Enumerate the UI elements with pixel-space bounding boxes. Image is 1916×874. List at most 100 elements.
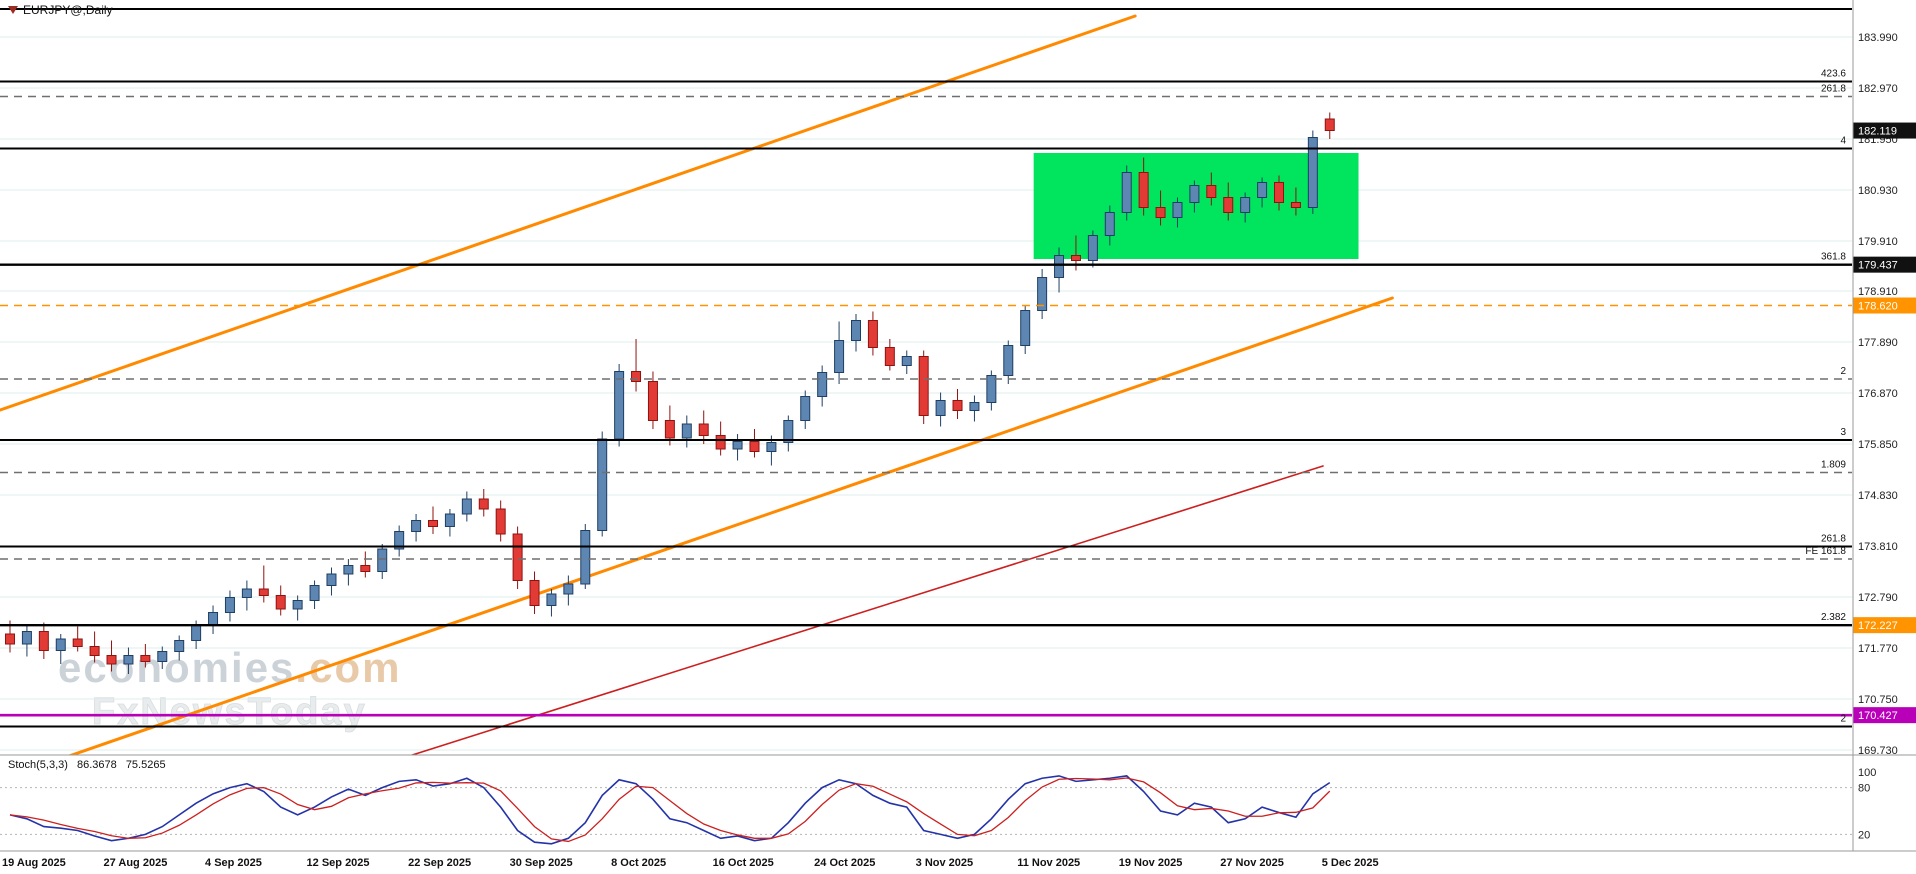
symbol-text: EURJPY@,Daily xyxy=(23,3,113,17)
candle-bull xyxy=(1189,185,1200,203)
candle-bull xyxy=(377,548,388,572)
candle-bull xyxy=(834,340,845,373)
trend-line[interactable] xyxy=(65,296,1394,758)
candle-bull xyxy=(580,530,591,585)
date-label: 27 Nov 2025 xyxy=(1220,857,1284,869)
candle-bull xyxy=(935,400,946,416)
axis-price-badge-text: 172.227 xyxy=(1858,620,1898,632)
candle-bull xyxy=(1307,137,1318,208)
candle-bear xyxy=(918,356,929,416)
time-axis[interactable] xyxy=(0,851,1916,874)
candle-bull xyxy=(174,640,185,652)
price-tick-label: 177.890 xyxy=(1858,337,1898,349)
candle-bear xyxy=(647,381,658,421)
date-label: 16 Oct 2025 xyxy=(713,857,774,869)
candle-bull xyxy=(681,423,692,439)
consolidation-box[interactable] xyxy=(1033,153,1359,259)
candle-bull xyxy=(986,375,997,403)
stoch-chart-area[interactable] xyxy=(0,757,1852,851)
candle-bull xyxy=(241,588,252,598)
symbol-title: EURJPY@,Daily xyxy=(8,3,113,17)
candle-bear xyxy=(631,371,642,382)
candle-bear xyxy=(1274,182,1284,203)
candle-bull xyxy=(1020,310,1031,346)
candle-bull xyxy=(817,372,828,397)
stoch-k-line xyxy=(9,775,1331,845)
candle-bull xyxy=(1003,345,1014,376)
date-label: 3 Nov 2025 xyxy=(916,857,973,869)
candle-bear xyxy=(1138,172,1149,208)
date-label: 11 Nov 2025 xyxy=(1017,857,1080,869)
candle-bull xyxy=(224,597,235,613)
price-chart-area[interactable] xyxy=(0,0,1852,755)
current-price-badge-text: 182.119 xyxy=(1858,126,1897,138)
level-label: 423.6 xyxy=(1821,69,1846,80)
candle-bull xyxy=(309,585,320,601)
price-axis[interactable] xyxy=(1853,0,1916,851)
stoch-d-line xyxy=(9,777,1331,843)
stoch-name: Stoch(5,3,3) xyxy=(8,759,68,771)
candle-bear xyxy=(1290,202,1301,208)
candle-bull xyxy=(21,631,32,645)
candle-bear xyxy=(106,655,117,665)
candle-bear xyxy=(72,638,83,647)
stoch-pane xyxy=(0,775,1852,845)
price-tick-label: 173.810 xyxy=(1858,541,1898,553)
axis-price-badge-text: 170.427 xyxy=(1858,710,1898,722)
date-label: 4 Sep 2025 xyxy=(205,857,262,869)
price-tick-label: 182.970 xyxy=(1858,83,1898,95)
candle-bull xyxy=(343,565,354,575)
level-label: FE 161.8 xyxy=(1805,546,1846,557)
candle-bull xyxy=(1087,235,1098,261)
price-pane xyxy=(0,8,1852,758)
price-tick-label: 179.910 xyxy=(1858,236,1898,248)
candle-bull xyxy=(851,320,861,341)
stoch-level-label: 100 xyxy=(1858,767,1876,779)
candle-bull xyxy=(1240,197,1251,213)
axis-price-badge xyxy=(1853,256,1916,273)
candle-bear xyxy=(512,533,523,581)
axis-price-badge xyxy=(1853,707,1916,724)
price-tick-label: 178.910 xyxy=(1858,286,1898,298)
level-label: 3 xyxy=(1840,427,1846,438)
candle-bull xyxy=(901,356,912,366)
level-label: 261.8 xyxy=(1821,84,1846,95)
candle-bear xyxy=(360,565,371,572)
candle-bull xyxy=(546,593,557,606)
stoch-value-main: 86.3678 xyxy=(76,759,117,771)
candle-bull xyxy=(123,655,134,665)
candle-bull xyxy=(444,513,455,527)
candle-bull xyxy=(1257,182,1268,198)
candle-bear xyxy=(1155,207,1166,218)
price-tick-label: 170.750 xyxy=(1858,694,1898,706)
price-tick-label: 183.990 xyxy=(1858,32,1898,44)
candle-bear xyxy=(1223,197,1234,213)
candle-bull xyxy=(1104,212,1115,236)
price-tick-label: 176.870 xyxy=(1858,388,1898,400)
date-label: 12 Sep 2025 xyxy=(307,857,370,869)
date-label: 30 Sep 2025 xyxy=(510,857,573,869)
candle-bull xyxy=(969,402,980,411)
level-label: 2 xyxy=(1840,366,1846,377)
date-label: 19 Aug 2025 xyxy=(2,857,66,869)
candle-bear xyxy=(749,441,760,452)
candle-bear xyxy=(5,633,15,645)
candle-bull xyxy=(1054,255,1065,278)
candle-bull xyxy=(157,651,168,662)
stoch-level-label: 80 xyxy=(1858,783,1870,795)
candle-bull xyxy=(783,420,794,443)
candle-bull xyxy=(411,520,422,532)
date-label: 5 Dec 2025 xyxy=(1322,857,1379,869)
candle-bull xyxy=(732,441,743,450)
candle-bull xyxy=(1121,172,1132,213)
candle-bear xyxy=(1324,118,1335,131)
candle-bull xyxy=(1172,202,1183,218)
current-price-badge xyxy=(1853,122,1916,139)
price-tick-label: 174.830 xyxy=(1858,490,1898,502)
axis-price-badge-text: 179.437 xyxy=(1858,260,1898,272)
axis-price-badge-text: 178.620 xyxy=(1858,301,1898,313)
date-label: 27 Aug 2025 xyxy=(104,857,168,869)
candle-bull xyxy=(563,583,574,595)
